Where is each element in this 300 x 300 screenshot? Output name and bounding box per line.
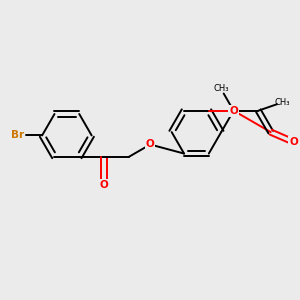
- Text: Br: Br: [11, 130, 24, 140]
- Text: CH₃: CH₃: [213, 85, 229, 94]
- Text: CH₃: CH₃: [274, 98, 290, 107]
- Text: O: O: [100, 180, 108, 190]
- Text: O: O: [289, 137, 298, 147]
- Text: O: O: [146, 140, 154, 149]
- Text: O: O: [229, 106, 238, 116]
